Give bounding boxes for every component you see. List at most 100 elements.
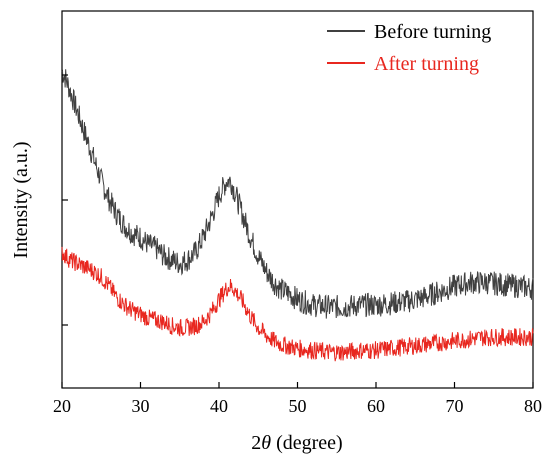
- data-point: [242, 214, 243, 215]
- x-axis-label-symbol: θ: [261, 432, 271, 454]
- data-point: [297, 348, 298, 349]
- data-point: [375, 304, 376, 305]
- data-point: [273, 282, 274, 283]
- data-point: [140, 237, 141, 238]
- data-point: [360, 304, 361, 305]
- data-point: [211, 218, 212, 219]
- series-1: [61, 246, 534, 362]
- data-point: [230, 180, 231, 181]
- data-point: [101, 180, 102, 181]
- data-point: [203, 321, 204, 322]
- data-point: [116, 214, 117, 215]
- data-point: [391, 303, 392, 304]
- data-point: [517, 337, 518, 338]
- data-point: [77, 112, 78, 113]
- data-point: [281, 289, 282, 290]
- data-point: [234, 289, 235, 290]
- data-point: [313, 350, 314, 351]
- data-point: [148, 244, 149, 245]
- data-point: [195, 325, 196, 326]
- data-point: [85, 135, 86, 136]
- data-point: [156, 248, 157, 249]
- data-point: [148, 318, 149, 319]
- data-point: [258, 327, 259, 328]
- x-tick-label: 60: [367, 396, 385, 416]
- data-point: [116, 297, 117, 298]
- data-point: [69, 90, 70, 91]
- data-point: [266, 271, 267, 272]
- x-tick-label: 80: [524, 396, 542, 416]
- data-point: [187, 327, 188, 328]
- data-point: [211, 312, 212, 313]
- data-point: [171, 259, 172, 260]
- data-point: [344, 352, 345, 353]
- data-point: [501, 284, 502, 285]
- data-point: [454, 286, 455, 287]
- data-point: [328, 352, 329, 353]
- data-point: [195, 252, 196, 253]
- data-point: [407, 346, 408, 347]
- data-point: [470, 338, 471, 339]
- data-point: [226, 180, 227, 181]
- data-point: [289, 346, 290, 347]
- tick-layer: 20 30 40 50 60 70 80: [53, 74, 542, 416]
- x-axis-label-suffix: (degree): [271, 432, 343, 454]
- data-point: [124, 225, 125, 226]
- data-point: [454, 340, 455, 341]
- data-point: [187, 259, 188, 260]
- data-point: [375, 350, 376, 351]
- data-point: [101, 276, 102, 277]
- x-tick-label: 40: [210, 396, 228, 416]
- data-point: [69, 259, 70, 260]
- data-point: [203, 237, 204, 238]
- data-point: [163, 255, 164, 256]
- data-point: [407, 301, 408, 302]
- data-point: [93, 157, 94, 158]
- data-point: [65, 78, 66, 79]
- data-point: [391, 348, 392, 349]
- data-point: [485, 282, 486, 283]
- data-point: [273, 340, 274, 341]
- data-point: [93, 271, 94, 272]
- data-point: [109, 199, 110, 200]
- data-point: [140, 314, 141, 315]
- data-point: [281, 344, 282, 345]
- data-point: [156, 320, 157, 321]
- data-point: [438, 342, 439, 343]
- data-point: [517, 286, 518, 287]
- data-point: [313, 304, 314, 305]
- data-point: [266, 335, 267, 336]
- data-point: [328, 306, 329, 307]
- data-point: [218, 299, 219, 300]
- data-point: [230, 286, 231, 287]
- x-tick-label: 20: [53, 396, 71, 416]
- data-point: [132, 233, 133, 234]
- data-point: [250, 316, 251, 317]
- data-point: [423, 344, 424, 345]
- data-point: [470, 282, 471, 283]
- series-line-1: [61, 246, 534, 362]
- x-tick-label: 30: [132, 396, 150, 416]
- data-point: [109, 286, 110, 287]
- data-point: [258, 255, 259, 256]
- data-point: [77, 263, 78, 264]
- data-point: [132, 310, 133, 311]
- data-point: [124, 304, 125, 305]
- data-point: [501, 337, 502, 338]
- data-point: [179, 327, 180, 328]
- data-point: [344, 306, 345, 307]
- data-point: [250, 237, 251, 238]
- data-point: [85, 267, 86, 268]
- data-point: [423, 297, 424, 298]
- data-point: [61, 252, 62, 253]
- x-tick-label: 70: [446, 396, 464, 416]
- x-tick-label: 50: [289, 396, 307, 416]
- data-point: [179, 263, 180, 264]
- data-point: [61, 71, 62, 72]
- data-point: [226, 288, 227, 289]
- series-line-0: [61, 69, 534, 319]
- y-axis-label: Intensity (a.u.): [10, 141, 32, 258]
- data-point: [438, 291, 439, 292]
